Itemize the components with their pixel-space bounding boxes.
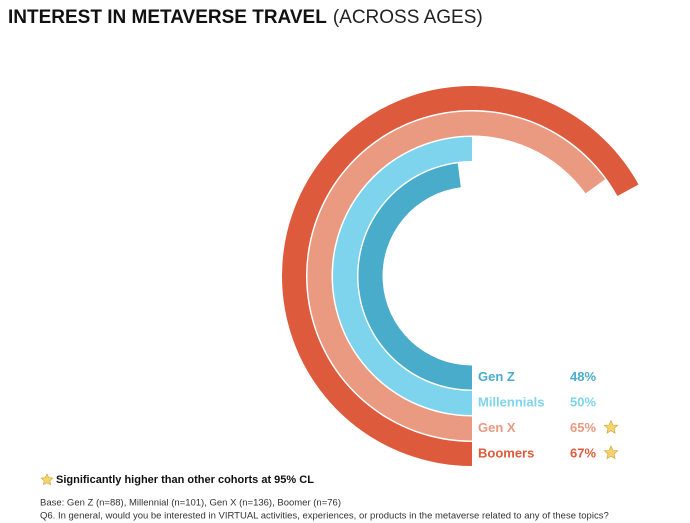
- category-label: Boomers: [478, 445, 534, 460]
- category-label: Millennials: [478, 394, 544, 409]
- chart-title: INTEREST IN METAVERSE TRAVEL: [8, 7, 327, 28]
- radial-bar: [333, 137, 472, 415]
- significance-star: [603, 445, 619, 460]
- question-note: Q6. In general, would you be interested …: [40, 511, 609, 522]
- value-label: 50%: [570, 394, 596, 409]
- value-label: 67%: [570, 445, 596, 460]
- radial-bar: [358, 163, 472, 390]
- significance-note: Significantly higher than other cohorts …: [56, 474, 314, 486]
- chart-heading: INTEREST IN METAVERSE TRAVEL (ACROSS AGES…: [8, 7, 483, 28]
- base-note: Base: Gen Z (n=88), Millennial (n=101), …: [40, 498, 341, 509]
- value-label: 48%: [570, 369, 596, 384]
- category-label: Gen X: [478, 420, 516, 435]
- legend-star: [40, 473, 54, 486]
- category-label: Gen Z: [478, 369, 515, 384]
- value-label: 65%: [570, 420, 596, 435]
- significance-star: [603, 419, 619, 434]
- chart-subtitle: (ACROSS AGES): [333, 7, 483, 28]
